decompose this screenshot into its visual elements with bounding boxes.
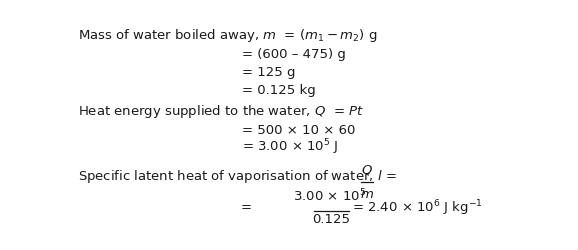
- Text: Mass of water boiled away, $m$  = $(m_1 - m_2)$ g: Mass of water boiled away, $m$ = $(m_1 -…: [77, 27, 377, 44]
- Text: 3.00 $\times$ 10$^5$: 3.00 $\times$ 10$^5$: [293, 188, 366, 205]
- Text: 0.125: 0.125: [312, 213, 350, 226]
- Text: Heat energy supplied to the water, $Q$  = $Pt$: Heat energy supplied to the water, $Q$ =…: [77, 103, 364, 120]
- Text: =: =: [240, 201, 251, 214]
- Text: Specific latent heat of vaporisation of water, $l$ =: Specific latent heat of vaporisation of …: [77, 168, 397, 185]
- Text: $Q$: $Q$: [361, 163, 373, 177]
- Text: = 0.125 kg: = 0.125 kg: [243, 84, 316, 98]
- Text: = 125 g: = 125 g: [243, 66, 296, 79]
- Text: $m$: $m$: [360, 188, 374, 201]
- Text: = 500 × 10 × 60: = 500 × 10 × 60: [243, 124, 356, 136]
- Text: = (600 – 475) g: = (600 – 475) g: [243, 48, 346, 61]
- Text: = 3.00 × 10$^5$ J: = 3.00 × 10$^5$ J: [243, 138, 339, 157]
- Text: = 2.40 $\times$ 10$^6$ J kg$^{-1}$: = 2.40 $\times$ 10$^6$ J kg$^{-1}$: [352, 198, 483, 218]
